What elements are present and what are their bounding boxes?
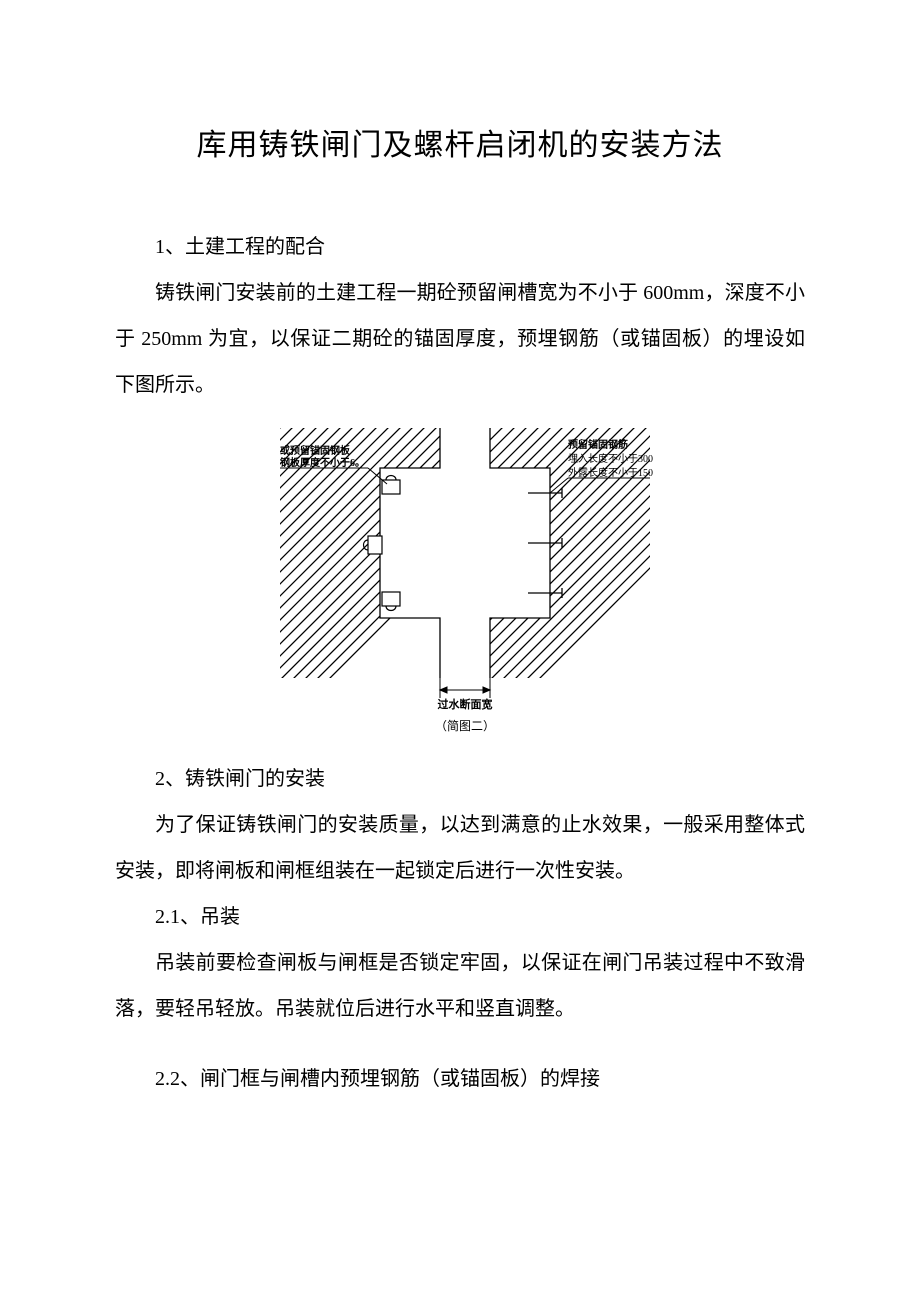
section-2-1-paragraph: 吊装前要检查闸板与闸框是否锁定牢固，以保证在闸门吊装过程中不致滑落，要轻吊轻放。… [115, 940, 805, 1032]
label-bottom: 过水断面宽 [438, 697, 493, 711]
section-2-1-heading: 2.1、吊装 [115, 894, 805, 940]
section-2-paragraph: 为了保证铸铁闸门的安装质量，以达到满意的止水效果，一般采用整体式安装，即将闸板和… [115, 802, 805, 894]
svg-text:外露长度不小于150: 外露长度不小于150 [568, 466, 653, 479]
diagram-container: 或预留锚固钢板 钢板厚度不小于6。 预留锚固钢筋 埋入长度不小于300 外露长度… [115, 418, 805, 738]
label-left: 或预留锚固钢板 钢板厚度不小于6。 [280, 444, 387, 484]
svg-text:预留锚固钢筋: 预留锚固钢筋 [568, 438, 628, 451]
section-1-paragraph: 铸铁闸门安装前的土建工程一期砼预留闸槽宽为不小于 600mm，深度不小于 250… [115, 270, 805, 408]
body-text: 1、土建工程的配合 铸铁闸门安装前的土建工程一期砼预留闸槽宽为不小于 600mm… [115, 224, 805, 1102]
document-page: 库用铸铁闸门及螺杆启闭机的安装方法 1、土建工程的配合 铸铁闸门安装前的土建工程… [0, 0, 920, 1302]
section-2-heading: 2、铸铁闸门的安装 [115, 756, 805, 802]
svg-text:钢板厚度不小于6。: 钢板厚度不小于6。 [280, 456, 365, 469]
svg-text:埋入长度不小于300: 埋入长度不小于300 [568, 452, 653, 465]
section-1-heading: 1、土建工程的配合 [115, 224, 805, 270]
section-2-2-heading: 2.2、闸门框与闸槽内预埋钢筋（或锚固板）的焊接 [115, 1056, 805, 1102]
svg-text:或预留锚固钢板: 或预留锚固钢板 [280, 444, 351, 457]
diagram-caption: （简图二） [435, 719, 495, 733]
page-title: 库用铸铁闸门及螺杆启闭机的安装方法 [115, 120, 805, 164]
embedment-diagram: 或预留锚固钢板 钢板厚度不小于6。 预留锚固钢筋 埋入长度不小于300 外露长度… [250, 418, 670, 738]
dimension-bottom [440, 678, 490, 698]
